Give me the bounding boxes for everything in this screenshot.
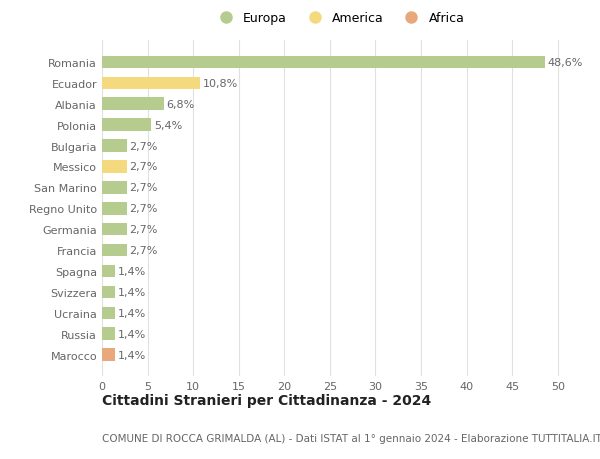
- Text: 2,7%: 2,7%: [130, 162, 158, 172]
- Text: 6,8%: 6,8%: [167, 100, 195, 110]
- Text: 2,7%: 2,7%: [130, 141, 158, 151]
- Bar: [102, 224, 127, 236]
- Text: 1,4%: 1,4%: [118, 350, 146, 360]
- Text: 1,4%: 1,4%: [118, 329, 146, 339]
- Text: 1,4%: 1,4%: [118, 266, 146, 276]
- Text: 2,7%: 2,7%: [130, 246, 158, 256]
- Bar: [102, 161, 127, 174]
- Bar: [102, 286, 115, 298]
- Bar: [102, 307, 115, 319]
- Text: Cittadini Stranieri per Cittadinanza - 2024: Cittadini Stranieri per Cittadinanza - 2…: [102, 393, 431, 407]
- Bar: [102, 328, 115, 340]
- Text: 48,6%: 48,6%: [548, 58, 583, 68]
- Bar: [102, 244, 127, 257]
- Text: 2,7%: 2,7%: [130, 225, 158, 235]
- Text: 5,4%: 5,4%: [154, 120, 182, 130]
- Bar: [102, 182, 127, 194]
- Bar: [102, 349, 115, 361]
- Text: 1,4%: 1,4%: [118, 287, 146, 297]
- Bar: [102, 140, 127, 152]
- Bar: [102, 202, 127, 215]
- Text: 10,8%: 10,8%: [203, 78, 238, 89]
- Bar: [102, 265, 115, 278]
- Bar: [102, 78, 200, 90]
- Text: COMUNE DI ROCCA GRIMALDA (AL) - Dati ISTAT al 1° gennaio 2024 - Elaborazione TUT: COMUNE DI ROCCA GRIMALDA (AL) - Dati IST…: [102, 433, 600, 442]
- Bar: [102, 119, 151, 132]
- Text: 2,7%: 2,7%: [130, 183, 158, 193]
- Legend: Europa, America, Africa: Europa, America, Africa: [208, 7, 470, 30]
- Bar: [102, 56, 545, 69]
- Bar: [102, 98, 164, 111]
- Text: 1,4%: 1,4%: [118, 308, 146, 318]
- Text: 2,7%: 2,7%: [130, 204, 158, 214]
